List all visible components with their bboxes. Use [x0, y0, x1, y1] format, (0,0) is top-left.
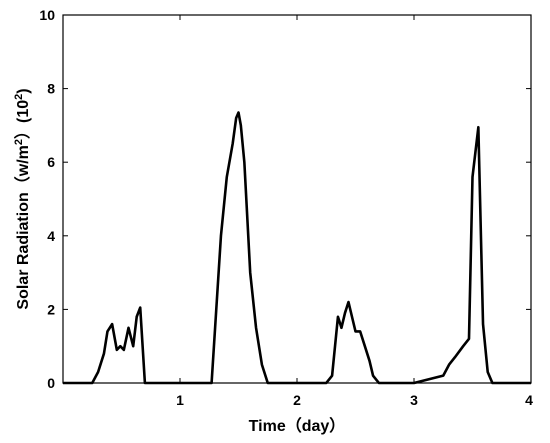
- y-tick-label: 4: [47, 228, 55, 244]
- y-label-part-3: ): [15, 88, 32, 93]
- x-tick-label: 2: [293, 392, 301, 408]
- y-tick-label: 10: [39, 7, 55, 23]
- x-tick-label: 1: [176, 392, 184, 408]
- x-axis-ticks: 1 2 3 4: [176, 15, 533, 408]
- y-axis-label: Solar Radiation（w/m2）(102): [13, 88, 32, 309]
- series-line: [63, 111, 531, 385]
- y-tick-label: 8: [47, 81, 55, 97]
- y-tick-label: 2: [47, 301, 55, 317]
- x-axis-label: Time（day）: [249, 417, 346, 435]
- plot-frame: [62, 14, 532, 384]
- y-tick-label: 6: [47, 154, 55, 170]
- y-label-part-1: Solar Radiation（w/m: [14, 145, 32, 309]
- y-label-sup-1: 2: [13, 139, 25, 145]
- y-tick-label: 0: [47, 375, 55, 391]
- y-label-sup-2: 2: [13, 94, 25, 100]
- y-label-part-2: ）(10: [14, 100, 32, 139]
- x-tick-label: 4: [525, 392, 533, 408]
- x-tick-label: 3: [410, 392, 418, 408]
